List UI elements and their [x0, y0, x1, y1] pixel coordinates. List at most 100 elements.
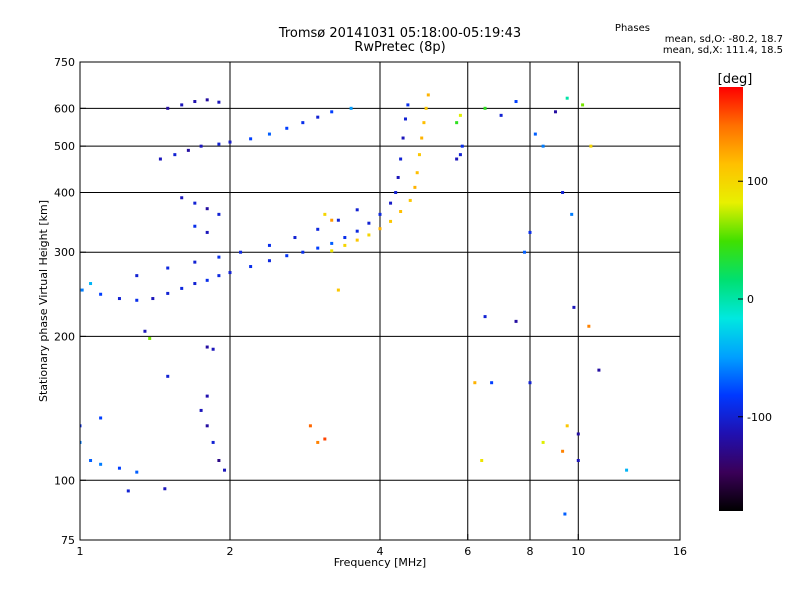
data-point [355, 238, 359, 242]
data-point [99, 416, 103, 420]
data-point [553, 110, 557, 114]
data-point [394, 190, 398, 194]
data-point [126, 489, 130, 493]
data-point [158, 157, 162, 161]
y-tick-label: 600 [54, 102, 75, 115]
data-point [420, 136, 424, 140]
x-tick-label: 2 [227, 545, 234, 558]
data-point [117, 297, 121, 301]
data-point [483, 106, 487, 110]
data-point [166, 374, 170, 378]
data-point [199, 144, 203, 148]
data-point [267, 259, 271, 263]
colorbar-ticks: 100 0 -100 [738, 175, 772, 424]
data-point [180, 196, 184, 200]
data-point [330, 110, 334, 114]
data-point [180, 286, 184, 290]
data-point [499, 113, 503, 117]
data-point [80, 424, 82, 428]
y-tick-label: 750 [54, 56, 75, 69]
data-point [460, 144, 464, 148]
data-point [330, 241, 334, 245]
data-point [80, 288, 84, 292]
data-point [193, 282, 197, 286]
data-point [193, 201, 197, 205]
data-point [367, 221, 371, 225]
data-point [217, 274, 221, 278]
stats-heading: Phases [614, 23, 650, 34]
data-point [415, 171, 419, 175]
data-point [205, 345, 209, 349]
data-point [163, 487, 167, 491]
data-point [211, 440, 215, 444]
data-point [217, 142, 221, 146]
data-point [528, 381, 532, 385]
data-point [205, 207, 209, 211]
data-points [80, 93, 629, 516]
data-point [249, 265, 253, 269]
y-tick-label: 75 [61, 534, 75, 547]
data-point [301, 250, 305, 254]
data-point [89, 282, 93, 286]
data-point [193, 224, 197, 228]
data-point [541, 440, 545, 444]
data-point [455, 157, 459, 161]
data-point [217, 100, 221, 104]
data-point [480, 458, 484, 462]
data-point [396, 175, 400, 179]
data-point [413, 185, 417, 189]
data-point [143, 329, 147, 333]
data-point [336, 288, 340, 292]
data-point [293, 236, 297, 240]
data-point [205, 98, 209, 102]
data-point [239, 250, 243, 254]
x-tick-label: 6 [464, 545, 471, 558]
data-point [581, 103, 585, 107]
data-point [523, 250, 527, 254]
data-point [205, 394, 209, 398]
data-point [514, 319, 518, 323]
data-point [323, 212, 327, 216]
data-point [267, 132, 271, 136]
data-point [408, 198, 412, 202]
data-point [572, 305, 576, 309]
data-point [458, 113, 462, 117]
data-point [403, 117, 407, 121]
data-point [378, 227, 382, 231]
data-point [186, 148, 190, 152]
data-point [483, 315, 487, 319]
data-point [228, 140, 232, 144]
data-point [80, 440, 82, 444]
data-point [117, 466, 121, 470]
data-point [561, 449, 565, 453]
grid-lines [80, 62, 680, 540]
chart-title: Tromsø 20141031 05:18:00-05:19:43 [278, 26, 522, 41]
data-point [166, 266, 170, 270]
data-point [205, 424, 209, 428]
stats-x-mode: mean, sd,X: 111.4, 18.5 [662, 45, 783, 56]
data-point [563, 512, 567, 516]
data-point [625, 468, 629, 472]
x-tick-label: 10 [571, 545, 585, 558]
data-point [301, 121, 305, 125]
y-axis-ticks: 75 100 200 300 400 500 600 750 [54, 56, 86, 547]
data-point [267, 243, 271, 247]
data-point [561, 190, 565, 194]
y-axis-label: Stationary phase Virtual Height [km] [37, 200, 50, 402]
data-point [343, 243, 347, 247]
y-tick-label: 300 [54, 246, 75, 259]
data-point [378, 212, 382, 216]
data-point [406, 103, 410, 107]
data-point [180, 103, 184, 107]
data-point [399, 157, 403, 161]
data-point [135, 470, 139, 474]
data-point [424, 106, 428, 110]
data-point [285, 254, 289, 258]
data-point [316, 440, 320, 444]
data-point [173, 153, 177, 157]
y-tick-label: 100 [54, 474, 75, 487]
y-tick-label: 200 [54, 330, 75, 343]
data-point [151, 297, 155, 301]
data-point [217, 212, 221, 216]
y-tick-label: 400 [54, 186, 75, 199]
